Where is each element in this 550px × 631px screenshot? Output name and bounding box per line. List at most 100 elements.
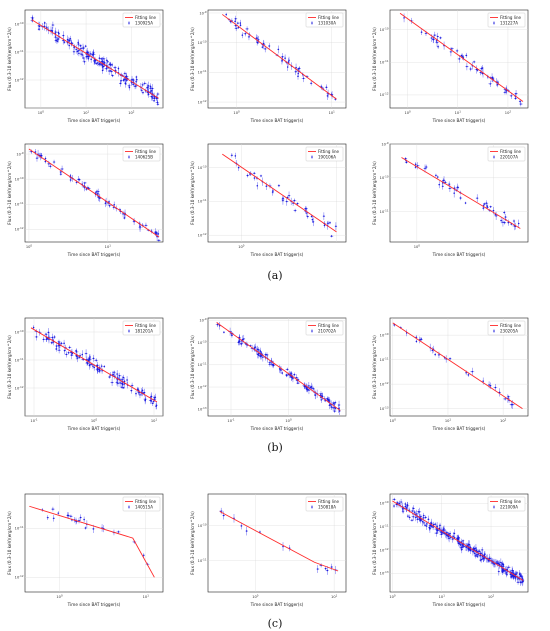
data-point (404, 503, 407, 505)
data-point (435, 532, 438, 534)
data-point (35, 336, 38, 338)
data-point (86, 358, 88, 361)
data-point (218, 325, 221, 327)
data-point (294, 209, 296, 212)
data-point (439, 37, 442, 39)
data-point (123, 380, 126, 382)
data-point (438, 527, 441, 530)
data-point (90, 58, 92, 60)
data-point (297, 382, 299, 384)
data-point (474, 555, 477, 557)
legend-point-swatch (493, 506, 495, 508)
data-point (125, 75, 128, 78)
data-point (97, 62, 99, 64)
legend-point-swatch (128, 156, 130, 158)
data-point (49, 165, 52, 167)
data-point (70, 354, 73, 356)
data-point (483, 203, 486, 205)
data-point (496, 83, 499, 86)
data-point (332, 407, 334, 409)
data-point (514, 577, 517, 579)
data-point (253, 172, 255, 174)
data-point (451, 47, 453, 50)
fitting-line (216, 322, 341, 411)
data-point (151, 402, 154, 405)
subplot-150818A: 100 101 10-10 10-11 Time since BAT trigger(s… (190, 493, 347, 607)
data-point (494, 386, 497, 389)
data-point (77, 43, 80, 45)
data-point (245, 530, 248, 532)
data-point (489, 385, 492, 387)
data-point (152, 400, 155, 403)
data-point (320, 392, 322, 395)
data-point (415, 340, 418, 343)
data-point (97, 368, 99, 370)
data-point (38, 25, 40, 27)
data-point (138, 391, 140, 394)
subplot-230205A: 100 101 102 10-10 10-11 10-12 10-13 Time since … (372, 317, 529, 431)
data-point (73, 50, 75, 53)
data-point (434, 34, 436, 36)
data-point (51, 336, 54, 339)
data-point (407, 515, 409, 517)
data-point (149, 85, 152, 87)
data-point (83, 518, 85, 521)
legend-entry-fit: Fitting line (318, 149, 339, 154)
data-point (479, 559, 482, 561)
data-point (58, 349, 60, 351)
data-point (488, 384, 490, 386)
legend-box (122, 12, 161, 28)
data-point (306, 215, 309, 218)
data-point (240, 343, 243, 345)
legend-entry-fit: Fitting line (135, 149, 156, 154)
data-point (110, 70, 113, 73)
data-point (312, 221, 315, 223)
data-point (48, 163, 50, 165)
legend-point-swatch (311, 22, 313, 24)
data-point (52, 508, 54, 510)
data-point (98, 63, 100, 66)
data-point (253, 177, 256, 179)
data-point (257, 349, 260, 351)
data-point (482, 557, 485, 560)
data-point (120, 80, 122, 82)
data-point (257, 39, 260, 41)
y-tick-label: 10-13 (380, 570, 389, 576)
data-point (43, 25, 46, 27)
data-point (465, 372, 467, 374)
legend-entry-fit: Fitting line (500, 149, 521, 154)
x-tick-label: 102 (128, 110, 135, 116)
data-point (414, 166, 417, 168)
data-point (47, 516, 49, 519)
y-tick-label: 10-11 (15, 49, 24, 55)
subplot-140625B: 100 101 10-9 10-10 10-11 10-12 Time since BAT … (7, 143, 164, 257)
data-point (80, 47, 82, 50)
y-tick-label: 10-13 (198, 406, 207, 412)
legend-entry-grb: 230205A (500, 329, 518, 334)
x-tick-label: 100 (389, 594, 396, 600)
data-point (155, 405, 157, 407)
data-point (321, 395, 323, 397)
y-axis-label: Flux (0.3-10 keV)(erg/cm^2/s) (372, 511, 377, 575)
data-point (65, 353, 68, 356)
data-point (480, 71, 482, 74)
data-point (519, 100, 521, 103)
data-point (501, 571, 504, 573)
data-point (333, 410, 336, 412)
data-point (69, 179, 72, 181)
data-point (436, 35, 439, 38)
data-point (456, 50, 458, 52)
data-point (519, 581, 522, 583)
data-point (464, 202, 467, 204)
fitting-line (219, 511, 339, 572)
data-point (423, 522, 425, 524)
data-point (144, 82, 146, 85)
data-point (442, 185, 444, 187)
data-point (508, 566, 510, 568)
data-point (504, 216, 507, 218)
data-point (446, 531, 448, 534)
data-point (416, 165, 419, 167)
y-tick-label: 10-10 (198, 522, 207, 528)
data-point (421, 520, 424, 523)
